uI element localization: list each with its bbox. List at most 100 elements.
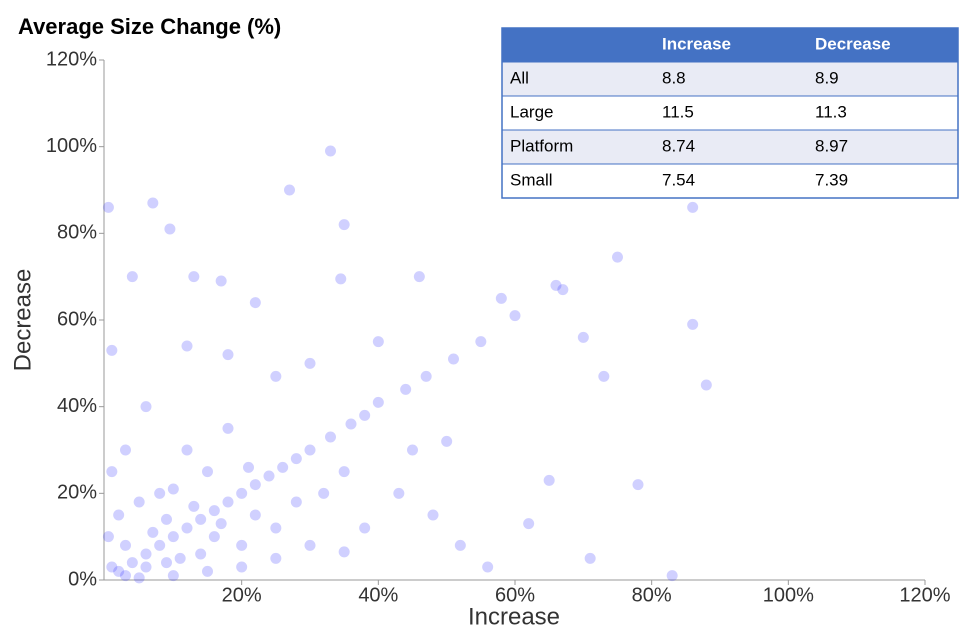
table-border <box>501 27 959 199</box>
y-tick-label: 0% <box>68 568 97 590</box>
point <box>188 500 200 512</box>
point <box>612 251 623 263</box>
point <box>106 466 118 478</box>
point <box>208 531 220 543</box>
point <box>372 336 384 348</box>
point <box>543 474 555 486</box>
y-axis-title: Decrease <box>9 269 36 372</box>
y-tick-label: 100% <box>46 135 97 157</box>
point <box>304 444 316 456</box>
point <box>188 271 200 283</box>
point <box>413 271 425 283</box>
x-tick-label: 100% <box>763 584 814 606</box>
point <box>174 552 186 564</box>
point <box>325 145 336 157</box>
point <box>133 496 145 508</box>
point <box>325 431 336 443</box>
point <box>400 383 412 395</box>
x-axis-title: Increase <box>468 603 560 630</box>
point <box>147 197 159 209</box>
point <box>113 565 125 577</box>
point <box>133 572 145 584</box>
point <box>140 401 152 413</box>
y-tick-label: 120% <box>46 48 97 70</box>
table-header-bg <box>502 28 958 62</box>
table-cell: 7.54 <box>662 170 695 189</box>
point <box>161 557 172 569</box>
point <box>222 496 234 508</box>
point <box>318 487 330 499</box>
table-header: Decrease <box>815 34 891 53</box>
point <box>263 470 275 482</box>
table-cell: 8.74 <box>662 136 695 155</box>
table-row-label: All <box>510 68 529 87</box>
point <box>632 479 644 491</box>
point <box>161 513 172 525</box>
point <box>236 561 248 573</box>
point <box>195 548 207 560</box>
chart-title: Average Size Change (%) <box>18 14 281 39</box>
table-row-label: Platform <box>510 136 573 155</box>
point <box>523 518 535 530</box>
point <box>700 379 712 391</box>
point <box>509 310 521 322</box>
y-tick-label: 80% <box>57 222 97 244</box>
table-cell: 8.9 <box>815 68 839 87</box>
point <box>441 435 453 447</box>
point <box>126 557 138 569</box>
point <box>222 422 234 434</box>
point <box>249 297 261 309</box>
point <box>243 461 254 473</box>
point <box>372 396 384 408</box>
y-tick-label: 40% <box>57 395 97 417</box>
table-row-bg <box>501 95 959 131</box>
point <box>106 344 118 356</box>
x-tick-label: 120% <box>899 584 950 606</box>
y-tick-label: 20% <box>57 482 97 504</box>
table-cell: 7.39 <box>815 170 848 189</box>
point <box>666 570 678 582</box>
point <box>195 513 207 525</box>
point <box>236 487 248 499</box>
point <box>448 353 459 365</box>
point <box>338 466 350 478</box>
point <box>284 184 295 196</box>
point <box>181 340 193 352</box>
point <box>338 546 350 558</box>
point <box>106 561 118 573</box>
table-cell: 11.3 <box>815 102 847 121</box>
point <box>687 318 699 330</box>
point <box>290 496 302 508</box>
point <box>167 483 179 495</box>
point <box>249 479 261 491</box>
point <box>304 357 316 369</box>
point <box>154 539 166 551</box>
point <box>577 331 589 343</box>
table-cell: 8.97 <box>815 136 848 155</box>
point <box>140 548 152 560</box>
x-tick-label: 40% <box>358 584 398 606</box>
point <box>167 570 179 582</box>
point <box>345 418 357 430</box>
point <box>249 509 261 521</box>
point <box>338 219 350 231</box>
point <box>495 292 507 304</box>
point <box>215 518 227 530</box>
point <box>270 522 282 534</box>
point <box>236 539 248 551</box>
point <box>202 466 213 478</box>
table-row-bg <box>501 163 959 199</box>
point <box>475 336 487 348</box>
point <box>181 522 193 534</box>
point <box>407 444 418 456</box>
point <box>202 565 213 577</box>
point <box>120 444 131 456</box>
point <box>215 275 227 287</box>
point <box>550 279 562 291</box>
point <box>420 370 432 382</box>
table-header: Increase <box>662 34 731 53</box>
point <box>102 201 114 213</box>
point <box>167 531 179 543</box>
point <box>335 273 347 285</box>
